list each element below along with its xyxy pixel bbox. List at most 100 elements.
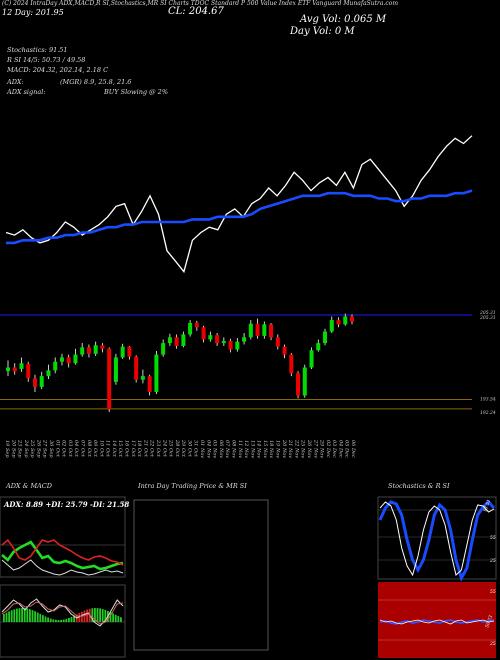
macd-hist-bar (109, 612, 112, 622)
date-tick: 15 Oct (117, 440, 123, 458)
candle-body (248, 323, 253, 338)
date-tick: 23 Oct (155, 439, 161, 458)
date-tick: 06 Dec (350, 440, 356, 458)
candle-body (6, 367, 10, 372)
price-line (5, 135, 473, 274)
macd-hist-bar (91, 608, 94, 622)
macd-hist-bar (52, 619, 55, 622)
date-tick: 07 Oct (79, 440, 85, 458)
date-tick: 13 Nov (249, 440, 255, 458)
stoch-tick-9151: 91.51 (482, 499, 492, 513)
date-tick: 29 Oct (180, 439, 186, 458)
candle-body (66, 357, 71, 364)
date-tick: 05 Nov (212, 440, 218, 458)
level-label-192: 192.24 (480, 410, 496, 416)
date-tick: 25 Oct (168, 439, 174, 458)
date-tick: 02 Oct (61, 440, 67, 458)
date-tick: 23 Sep (17, 439, 23, 458)
date-tick: 21 Oct (142, 439, 148, 458)
stochastics-readout: Stochastics: 91.51 (7, 46, 68, 54)
macd-signal-line (1, 601, 124, 625)
date-tick: 17 Oct (130, 440, 136, 458)
date-tick: 30 Oct (186, 440, 192, 458)
candle-body (323, 331, 328, 344)
date-tick: 21 Nov (287, 439, 293, 458)
candle-body (147, 376, 152, 392)
date-tick: 14 Nov (256, 440, 262, 458)
macd-hist-bar (10, 610, 13, 622)
macd-hist-bar (120, 617, 122, 622)
candle-body (242, 337, 247, 342)
candle-body (350, 316, 354, 322)
candle-body (221, 340, 226, 344)
macd-hist-bar (73, 615, 75, 622)
macd-hist-bar (78, 613, 81, 622)
macd-hist-bar (5, 612, 8, 622)
macd-hist-bar (112, 613, 114, 622)
candle-body (208, 335, 213, 340)
level-label-193: 193.54 (480, 397, 496, 403)
candle-body (140, 376, 145, 380)
macd-hist-bar (114, 614, 117, 622)
macd-hist-bar (81, 611, 83, 622)
candle-body (316, 343, 321, 351)
macd-hist-bar (23, 608, 26, 622)
date-tick: 30 Sep (48, 440, 54, 458)
candle-body (201, 327, 206, 340)
candle-body (127, 346, 132, 357)
macd-hist-bar (83, 610, 86, 622)
ema-line (6, 189, 473, 245)
date-tick: 10 Oct (98, 440, 104, 458)
level-label-205b: 205.31 (479, 315, 496, 321)
date-tick: 28 Oct (174, 439, 180, 458)
date-tick: 18 Oct (136, 440, 142, 458)
candle-body (336, 320, 341, 325)
candle-body (255, 323, 260, 336)
macd-hist-bar (99, 608, 101, 622)
adx-mgr: (MGR) 8.9, 25.8, 21.6 (60, 78, 132, 86)
candle-body (309, 350, 314, 368)
macd-hist-bar (34, 611, 36, 622)
rsi-signal-line (379, 619, 495, 625)
macd-hist-bar (16, 608, 18, 622)
macd-hist-bar (26, 608, 29, 622)
date-tick: 29 Nov (319, 439, 325, 458)
macd-hist-bar (44, 616, 47, 622)
date-tick: 31 Oct (193, 440, 199, 458)
header-line: (C) 2024 IntraDay ADX,MACD,R SI,Stochast… (2, 0, 399, 7)
candle-body (161, 343, 166, 355)
candle-body (107, 348, 112, 410)
candle-body (93, 345, 98, 354)
macd-hist-bar (104, 609, 107, 622)
date-tick: 12 Nov (243, 440, 249, 458)
candle-body (289, 354, 294, 374)
close-price: CL: 204.67 (168, 6, 224, 17)
date-tick: 04 Nov (205, 440, 211, 458)
macd-hist-bar (3, 614, 5, 622)
date-tick: 15 Nov (262, 440, 268, 458)
date-tick: 27 Sep (42, 439, 48, 458)
macd-hist-bar (117, 616, 120, 622)
macd-hist-bar (55, 619, 57, 622)
adx-signal-label: ADX signal: (7, 88, 46, 96)
macd-hist-bar (65, 618, 68, 622)
intraday-panel-title: Intra Day Trading Price & MR SI (138, 482, 247, 490)
date-tick: 11 Nov (237, 440, 243, 458)
candle-body (19, 363, 24, 369)
date-tick: 01 Oct (54, 440, 60, 458)
date-line: 12 Day: 201.95 (2, 8, 64, 17)
date-tick: 24 Oct (161, 439, 167, 458)
date-tick: 03 Dec (331, 440, 337, 458)
candle-body (12, 367, 17, 372)
candle-body (59, 357, 64, 362)
candle-body (100, 345, 105, 349)
macd-hist-bar (8, 611, 10, 622)
candle-body (167, 337, 172, 344)
macd-hist-bar (57, 619, 60, 622)
level-label-205: 205.31 (479, 310, 496, 316)
candle-body (120, 346, 125, 358)
candle-body (113, 357, 118, 382)
plus-di-line (1, 540, 124, 571)
date-tick: 08 Oct (86, 440, 92, 458)
stoch-k-line (378, 499, 496, 582)
